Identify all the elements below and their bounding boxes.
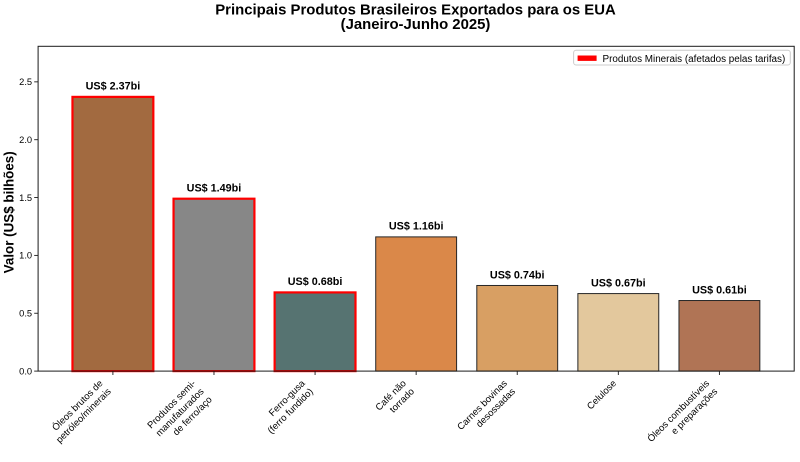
svg-text:US$ 0.74bi: US$ 0.74bi	[490, 269, 545, 281]
svg-text:Produtos Minerais (afetados pe: Produtos Minerais (afetados pelas tarifa…	[603, 54, 786, 65]
svg-text:US$ 1.49bi: US$ 1.49bi	[187, 183, 242, 195]
svg-text:0.0: 0.0	[19, 366, 32, 376]
svg-text:1.5: 1.5	[19, 193, 32, 203]
svg-text:1.0: 1.0	[19, 251, 32, 261]
svg-text:US$ 0.67bi: US$ 0.67bi	[591, 277, 646, 289]
svg-text:(Janeiro-Junho 2025): (Janeiro-Junho 2025)	[341, 17, 491, 33]
svg-text:0.5: 0.5	[19, 309, 32, 319]
svg-text:US$ 0.61bi: US$ 0.61bi	[692, 284, 747, 296]
svg-text:Principais Produtos Brasileiro: Principais Produtos Brasileiros Exportad…	[215, 2, 616, 18]
svg-text:US$ 0.68bi: US$ 0.68bi	[288, 276, 343, 288]
svg-text:US$ 2.37bi: US$ 2.37bi	[86, 81, 141, 93]
svg-text:2.0: 2.0	[19, 135, 32, 145]
svg-text:Valor (US$ bilhões): Valor (US$ bilhões)	[1, 151, 16, 273]
svg-text:2.5: 2.5	[19, 77, 32, 87]
svg-text:US$ 1.16bi: US$ 1.16bi	[389, 221, 444, 233]
